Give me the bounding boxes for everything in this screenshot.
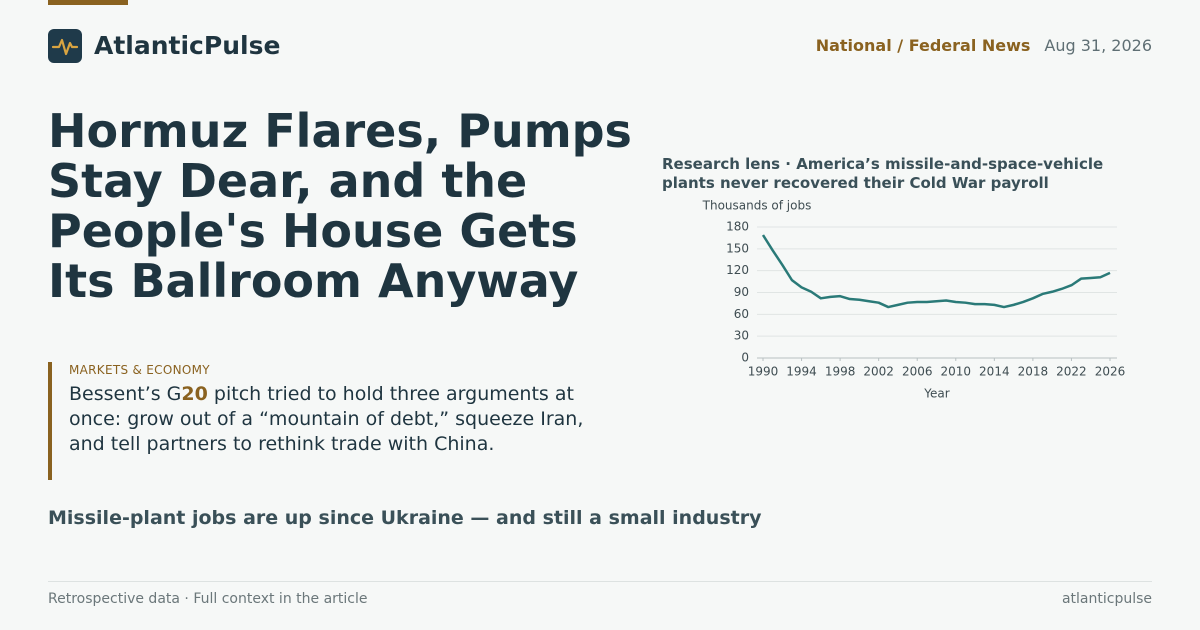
y-tick-label: 150 (726, 241, 749, 255)
x-axis-label: Year (923, 387, 949, 401)
headline: Hormuz Flares, Pumps Stay Dear, and the … (48, 104, 632, 308)
dek-highlight: 20 (181, 383, 208, 405)
dek: Bessent’s G20 pitch tried to hold three … (69, 382, 609, 457)
x-tick-label: 2026 (1095, 365, 1126, 379)
meta: National / Federal News Aug 31, 2026 (816, 36, 1152, 56)
accent-bar (48, 0, 128, 5)
y-tick-label: 0 (741, 351, 749, 365)
x-tick-label: 2018 (1018, 365, 1049, 379)
x-tick-label: 2010 (941, 365, 972, 379)
x-tick-label: 1998 (825, 365, 856, 379)
y-tick-label: 30 (734, 329, 749, 343)
dek-text: Bessent’s G (69, 383, 182, 405)
chart: Thousands of jobs Year 0 30 60 90 120 150 180 1… (702, 199, 1126, 401)
y-tick-label: 60 (734, 307, 749, 321)
dek-text: pitch tried to hold three arguments at o… (69, 383, 584, 455)
dek-block: MARKETS & ECONOMY Bessent’s G20 pitch tr… (48, 362, 609, 480)
x-tick-label: 2006 (902, 365, 933, 379)
footer-note: Retrospective data · Full context in the… (48, 591, 368, 607)
x-tick-label: 2002 (863, 365, 894, 379)
divider (48, 581, 1152, 582)
x-tick-label: 1990 (748, 365, 779, 379)
chart-title: Research lens · America’s missile-and-sp… (662, 155, 1104, 192)
section: National / Federal News (815, 36, 1031, 55)
y-tick-label: 90 (734, 285, 749, 299)
line-series (761, 234, 1111, 309)
date: Aug 31, 2026 (1044, 36, 1152, 55)
footer-brand: atlanticpulse (1061, 591, 1152, 607)
kicker: MARKETS & ECONOMY (69, 363, 210, 377)
y-tick-label: 120 (726, 263, 749, 277)
brand: AtlanticPulse (94, 31, 281, 60)
x-tick-label: 2022 (1056, 365, 1087, 379)
x-tick-label: 2014 (979, 365, 1010, 379)
logo (48, 29, 82, 63)
x-tick-label: 1994 (786, 365, 817, 379)
y-axis-label: Thousands of jobs (702, 199, 812, 213)
y-tick-label: 180 (726, 220, 749, 234)
subhead: Missile-plant jobs are up since Ukraine … (48, 507, 762, 529)
